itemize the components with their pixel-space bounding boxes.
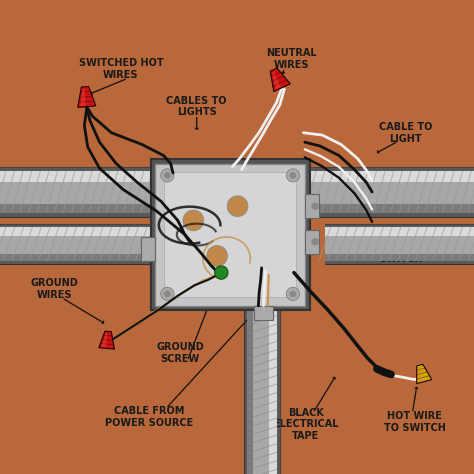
Circle shape (290, 172, 296, 179)
Text: CABLE TO
SWITCH: CABLE TO SWITCH (374, 243, 427, 264)
Bar (325, 254, 474, 261)
Polygon shape (78, 86, 96, 108)
Bar (0, 204, 474, 213)
Polygon shape (272, 72, 281, 90)
Bar (325, 224, 474, 264)
Circle shape (215, 266, 228, 279)
Circle shape (161, 287, 174, 301)
Circle shape (227, 196, 248, 217)
Bar (0, 227, 159, 236)
Circle shape (207, 246, 228, 266)
Polygon shape (101, 333, 108, 347)
Circle shape (164, 172, 171, 179)
Circle shape (286, 287, 300, 301)
Circle shape (311, 202, 319, 210)
Polygon shape (99, 331, 114, 349)
Text: CABLE FROM
POWER SOURCE: CABLE FROM POWER SOURCE (105, 406, 193, 428)
Bar (244, 303, 280, 474)
Circle shape (290, 291, 296, 297)
Text: BLACK
ELECTRICAL
TAPE: BLACK ELECTRICAL TAPE (273, 408, 338, 441)
Polygon shape (270, 68, 290, 91)
Polygon shape (417, 365, 432, 383)
Bar (247, 303, 277, 474)
Bar (247, 303, 253, 474)
Bar (254, 306, 273, 320)
Bar (141, 237, 155, 261)
Text: GROUND
SCREW: GROUND SCREW (156, 342, 204, 364)
Bar (305, 230, 319, 254)
Circle shape (183, 210, 204, 231)
Circle shape (286, 169, 300, 182)
Bar (0, 171, 474, 182)
Bar (0, 254, 159, 261)
Bar (164, 172, 296, 297)
Bar (0, 224, 159, 264)
Text: GROUND
WIRES: GROUND WIRES (31, 278, 78, 300)
Text: CABLES TO
LIGHTS: CABLES TO LIGHTS (166, 96, 227, 118)
Bar (269, 303, 277, 474)
Bar (325, 227, 474, 236)
Circle shape (161, 169, 174, 182)
Bar (0, 167, 474, 217)
Bar (0, 227, 159, 261)
Bar (155, 164, 305, 306)
Polygon shape (80, 89, 86, 106)
Text: CABLE TO
LIGHT: CABLE TO LIGHT (379, 122, 432, 144)
Circle shape (311, 238, 319, 246)
Bar (0, 171, 474, 213)
Text: SWITCHED HOT
WIRES: SWITCHED HOT WIRES (79, 58, 163, 80)
Bar (325, 227, 474, 261)
Text: NEUTRAL
WIRES: NEUTRAL WIRES (266, 48, 317, 70)
Text: HOT WIRE
TO SWITCH: HOT WIRE TO SWITCH (384, 411, 446, 433)
Circle shape (164, 291, 171, 297)
Bar (305, 194, 319, 218)
Polygon shape (418, 367, 423, 382)
Bar (151, 159, 310, 310)
